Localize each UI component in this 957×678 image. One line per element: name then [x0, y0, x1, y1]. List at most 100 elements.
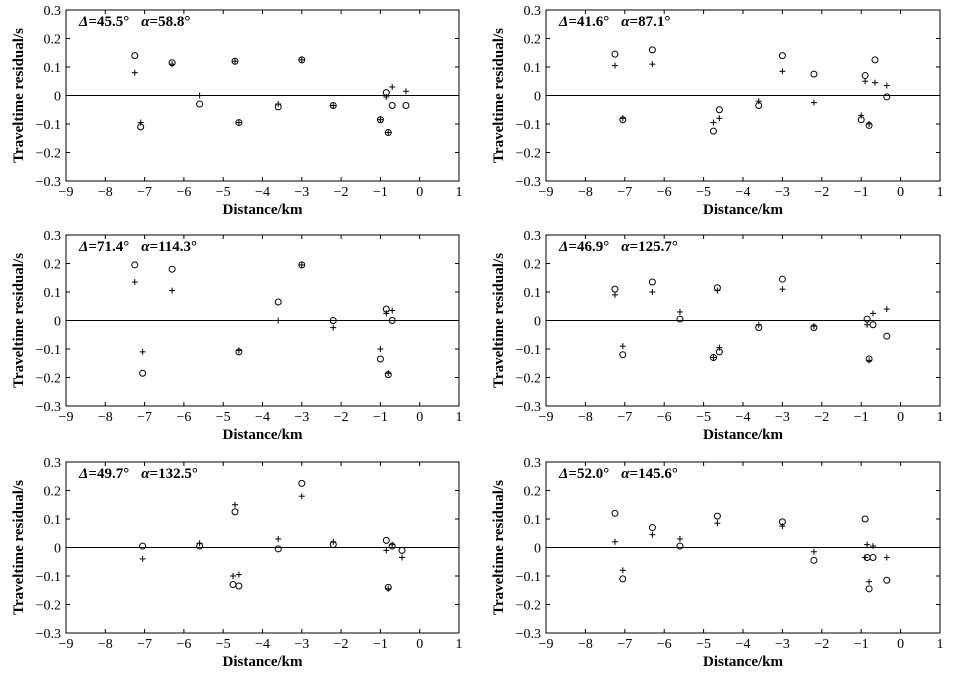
data-point-plus — [611, 291, 618, 298]
data-point-plus — [385, 585, 392, 592]
x-tick-label: −9 — [539, 410, 554, 425]
x-tick-label: −6 — [176, 185, 191, 200]
y-axis-label: Traveltime residual/s — [11, 28, 27, 163]
x-tick-label: −5 — [696, 637, 711, 652]
data-point-plus — [330, 538, 337, 545]
data-point-circle — [611, 285, 619, 293]
y-tick-label: −0.1 — [36, 570, 61, 585]
alpha-symbol: α — [621, 14, 630, 30]
data-point-circle — [676, 542, 684, 550]
x-tick-label: 1 — [937, 410, 944, 425]
y-tick-label: −0.3 — [36, 175, 61, 190]
y-tick-label: 0.3 — [524, 4, 542, 19]
data-point-plus — [402, 88, 409, 95]
y-tick-label: −0.2 — [36, 147, 61, 162]
x-tick-label: 1 — [456, 410, 463, 425]
x-tick-label: −1 — [373, 185, 388, 200]
data-point-circle — [810, 70, 818, 78]
x-axis-label: Distance/km — [703, 202, 784, 218]
x-tick-label: −2 — [814, 410, 829, 425]
data-point-circle — [388, 101, 396, 109]
alpha-value: =145.6° — [630, 466, 678, 482]
angle-annotation: Δ=45.5° α=58.8° — [78, 14, 190, 30]
data-point-plus — [275, 535, 282, 542]
x-axis-label: Distance/km — [703, 427, 784, 443]
alpha-symbol: α — [141, 14, 150, 30]
y-tick-label: 0.1 — [524, 513, 542, 528]
y-tick-label: 0.3 — [524, 229, 542, 244]
data-point-plus — [389, 307, 396, 314]
data-point-plus — [883, 82, 890, 89]
x-tick-label: −3 — [294, 637, 309, 652]
data-point-plus — [710, 354, 717, 361]
y-tick-label: −0.3 — [516, 627, 541, 642]
y-tick-label: −0.3 — [36, 627, 61, 642]
y-axis-label: Traveltime residual/s — [491, 28, 507, 163]
y-tick-label: −0.3 — [516, 400, 541, 415]
alpha-symbol: α — [141, 239, 150, 255]
x-tick-label: −4 — [736, 410, 751, 425]
data-point-circle — [235, 582, 243, 590]
data-point-plus — [883, 306, 890, 313]
y-axis-label: Traveltime residual/s — [11, 480, 27, 615]
x-tick-label: −6 — [657, 637, 672, 652]
data-point-circle — [883, 332, 891, 340]
data-point-plus — [389, 541, 396, 548]
x-axis-label: Distance/km — [703, 654, 784, 670]
data-point-plus — [755, 321, 762, 328]
x-tick-label: −1 — [854, 410, 869, 425]
data-point-plus — [275, 317, 282, 324]
data-point-circle — [131, 52, 139, 60]
y-tick-label: 0.3 — [44, 456, 62, 471]
data-point-plus — [235, 347, 242, 354]
y-tick-label: −0.1 — [516, 118, 541, 133]
x-tick-label: −5 — [216, 410, 231, 425]
data-point-plus — [275, 101, 282, 108]
data-point-plus — [883, 554, 890, 561]
y-tick-label: 0 — [54, 315, 61, 330]
x-tick-label: −5 — [696, 185, 711, 200]
y-tick-label: 0 — [54, 542, 61, 557]
x-tick-label: 1 — [937, 637, 944, 652]
data-point-plus — [649, 289, 656, 295]
y-tick-label: −0.3 — [516, 175, 541, 190]
data-point-plus — [862, 554, 869, 561]
x-tick-label: −9 — [539, 637, 554, 652]
y-tick-label: 0.3 — [44, 229, 62, 244]
angle-annotation: Δ=52.0° α=145.6° — [558, 466, 678, 482]
y-tick-label: 0.2 — [44, 33, 62, 48]
data-point-circle — [376, 355, 384, 363]
x-tick-label: −1 — [854, 185, 869, 200]
data-point-plus — [231, 58, 238, 65]
y-axis-label: Traveltime residual/s — [491, 253, 507, 388]
data-point-circle — [274, 545, 282, 553]
data-point-circle — [715, 106, 723, 114]
x-tick-label: −2 — [814, 185, 829, 200]
data-point-circle — [869, 553, 877, 561]
data-point-plus — [619, 115, 626, 122]
angle-annotation: Δ=41.6° α=87.1° — [558, 14, 670, 30]
x-tick-label: −7 — [617, 185, 632, 200]
alpha-value: =87.1° — [630, 14, 671, 30]
data-point-circle — [810, 556, 818, 564]
x-tick-label: 0 — [416, 410, 423, 425]
data-point-plus — [139, 555, 146, 562]
data-point-circle — [861, 515, 869, 523]
x-tick-label: −9 — [59, 637, 74, 652]
x-tick-label: −3 — [775, 637, 790, 652]
delta-value: =41.6° — [568, 14, 609, 30]
data-point-plus — [399, 554, 406, 561]
y-tick-label: −0.2 — [516, 147, 541, 162]
x-tick-label: −2 — [334, 410, 349, 425]
delta-value: =49.7° — [88, 466, 129, 482]
data-point-plus — [649, 61, 656, 68]
y-tick-label: −0.1 — [516, 570, 541, 585]
x-tick-label: −1 — [373, 637, 388, 652]
y-tick-label: 0 — [534, 90, 541, 105]
x-tick-label: −7 — [617, 637, 632, 652]
data-point-plus — [385, 129, 392, 136]
data-point-circle — [861, 72, 869, 80]
data-point-plus — [858, 112, 865, 119]
y-tick-label: 0.1 — [524, 61, 542, 76]
